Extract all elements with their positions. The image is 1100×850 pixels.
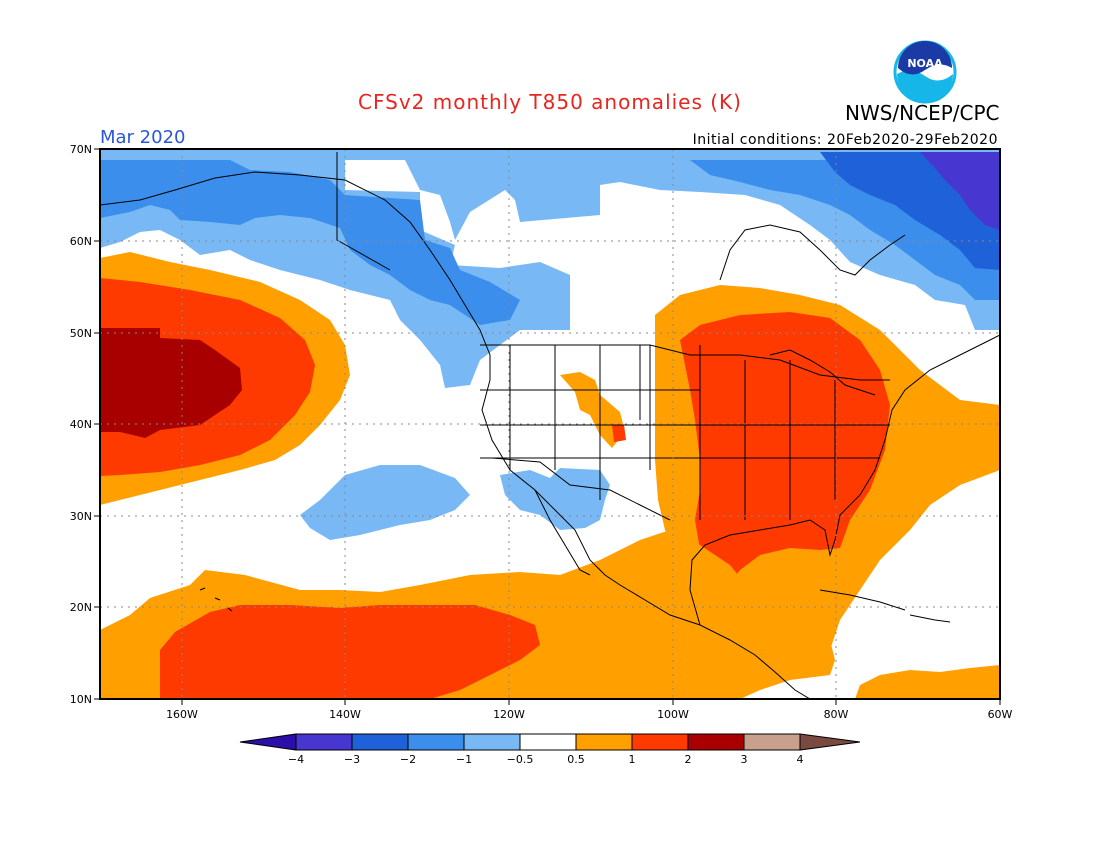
legend-swatch <box>631 733 689 751</box>
lat-label: 10N <box>70 693 92 706</box>
lat-label: 40N <box>70 418 92 431</box>
northern-blue-core <box>100 160 520 325</box>
eastern-warm-red <box>680 312 890 610</box>
legend-swatch <box>743 733 801 751</box>
legend-tick-label: 0.5 <box>567 753 585 766</box>
agency-label: NWS/NCEP/CPC <box>845 101 1000 125</box>
northeast-purple <box>920 152 1000 230</box>
great-lakes <box>769 349 876 396</box>
legend-tick-label: −0.5 <box>507 753 534 766</box>
lon-label: 80W <box>824 708 849 721</box>
legend-tick-label: 4 <box>797 753 804 766</box>
lon-label: 140W <box>329 708 361 721</box>
lon-label: 100W <box>657 708 689 721</box>
pacific-blue-patch <box>300 465 470 540</box>
lat-label: 60N <box>70 235 92 248</box>
legend-tick-label: −1 <box>456 753 472 766</box>
lat-axis: 70N 60N 50N 40N 30N 20N 10N <box>70 143 100 706</box>
legend-swatch <box>295 733 353 751</box>
legend-swatch <box>463 733 521 751</box>
graticule <box>100 149 1000 699</box>
baja-coast <box>534 489 591 576</box>
lon-axis: 160W 140W 120W 100W 80W 60W <box>166 699 1013 721</box>
lon-label: 120W <box>493 708 525 721</box>
noaa-logo: NOAA <box>893 40 957 104</box>
legend-labels: −4 −3 −2 −1 −0.5 0.5 1 2 3 4 <box>288 753 804 766</box>
lat-label: 20N <box>70 601 92 614</box>
legend-tick-label: −3 <box>344 753 360 766</box>
hudson-bay-coast <box>719 224 906 281</box>
us-mexico-border <box>491 457 671 521</box>
rockies-red-spot <box>612 425 626 442</box>
lat-label: 50N <box>70 327 92 340</box>
legend-tick-label: 2 <box>685 753 692 766</box>
yukon-border <box>336 152 391 271</box>
valid-month-label: Mar 2020 <box>100 127 186 148</box>
legend-swatch <box>351 733 409 751</box>
legend-swatch <box>519 733 577 751</box>
cuba <box>819 589 906 611</box>
legend-swatch <box>687 733 745 751</box>
pacific-warm-darkred <box>100 328 242 438</box>
legend-tick-label: 1 <box>629 753 636 766</box>
state-lines <box>480 345 890 520</box>
coastlines <box>100 152 1000 699</box>
noaa-logo-text: NOAA <box>907 57 943 70</box>
legend-swatch-gt-4 <box>799 733 861 751</box>
legend-swatch-lt-4 <box>239 733 297 751</box>
lat-label: 70N <box>70 143 92 156</box>
hawaii <box>199 587 233 612</box>
legend-tick-label: 3 <box>741 753 748 766</box>
legend-tick-label: −2 <box>400 753 416 766</box>
rockies-warm-spot <box>560 372 625 448</box>
legend-swatch <box>407 733 465 751</box>
lat-label: 30N <box>70 510 92 523</box>
gulf-coast <box>689 334 1000 626</box>
map-title: CFSv2 monthly T850 anomalies (K) <box>358 90 742 114</box>
lon-label: 160W <box>166 708 198 721</box>
color-legend <box>239 733 861 751</box>
legend-swatch <box>575 733 633 751</box>
caribbean-orange <box>855 665 1000 699</box>
initial-conditions-label: Initial conditions: 20Feb2020-29Feb2020 <box>692 132 998 148</box>
us-canada-border <box>480 344 890 381</box>
legend-tick-label: −4 <box>288 753 304 766</box>
lon-label: 60W <box>988 708 1013 721</box>
tropical-warm-red <box>160 605 540 699</box>
hispaniola <box>909 614 951 623</box>
